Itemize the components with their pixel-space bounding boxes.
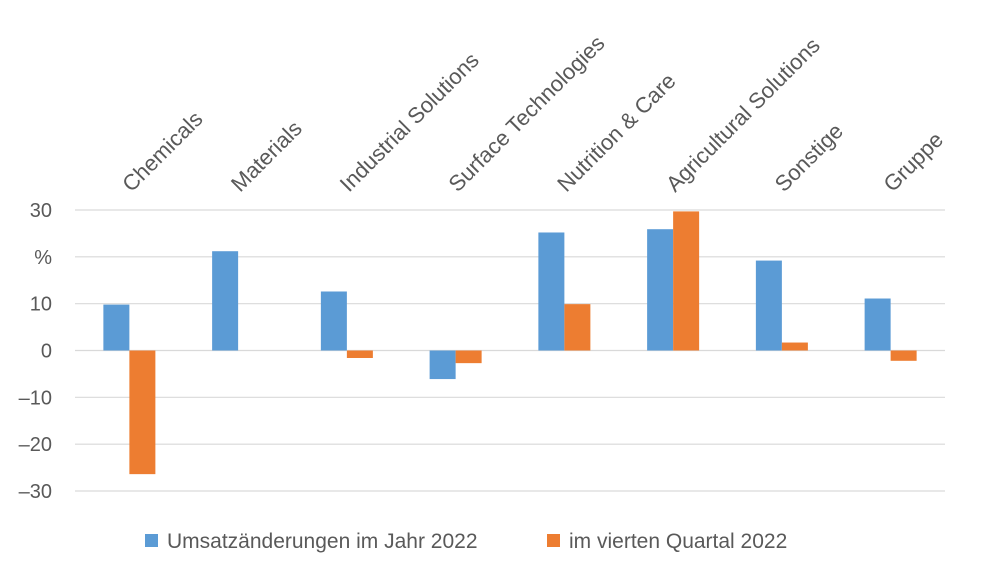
bar-q4-0	[129, 350, 156, 475]
legend-swatch	[145, 534, 158, 547]
category-label: Sonstige	[770, 118, 848, 196]
legend-swatch	[547, 534, 560, 547]
bars	[103, 211, 917, 475]
y-tick-label: 10	[30, 294, 52, 316]
bar-annual-7	[864, 298, 891, 351]
y-tick-label: 0	[41, 341, 52, 363]
bar-annual-4	[538, 232, 565, 351]
category-label: Gruppe	[878, 127, 948, 197]
bar-q4-7	[890, 350, 917, 361]
bar-q4-5	[673, 211, 700, 351]
bar-annual-1	[212, 251, 239, 351]
bar-annual-6	[755, 260, 782, 351]
bar-q4-6	[781, 342, 808, 351]
bar-annual-2	[320, 291, 347, 351]
y-tick-label: –20	[19, 434, 52, 456]
bar-annual-3	[429, 350, 456, 380]
category-label: Chemicals	[117, 106, 207, 196]
bar-q4-2	[346, 350, 373, 358]
category-labels: Chemicals Materials Industrial SolutionsSu…	[117, 30, 948, 196]
y-tick-label: –30	[19, 481, 52, 503]
y-axis-ticks: 30% 10 0 –10 –20 –30	[19, 200, 53, 503]
legend-label: Umsatzänderungen im Jahr 2022	[167, 530, 478, 553]
bar-q4-4	[564, 304, 591, 351]
bar-annual-5	[647, 229, 674, 351]
bar-q4-3	[455, 350, 482, 364]
y-tick-label: %	[34, 247, 52, 269]
bar-annual-0	[103, 304, 130, 351]
y-tick-label: 30	[30, 200, 52, 222]
gridlines	[75, 209, 945, 492]
y-tick-label: –10	[19, 387, 52, 409]
legend: Umsatzänderungen im Jahr 2022 im vierten …	[145, 530, 787, 553]
category-label: Materials	[226, 116, 307, 197]
legend-label: im vierten Quartal 2022	[569, 530, 787, 553]
